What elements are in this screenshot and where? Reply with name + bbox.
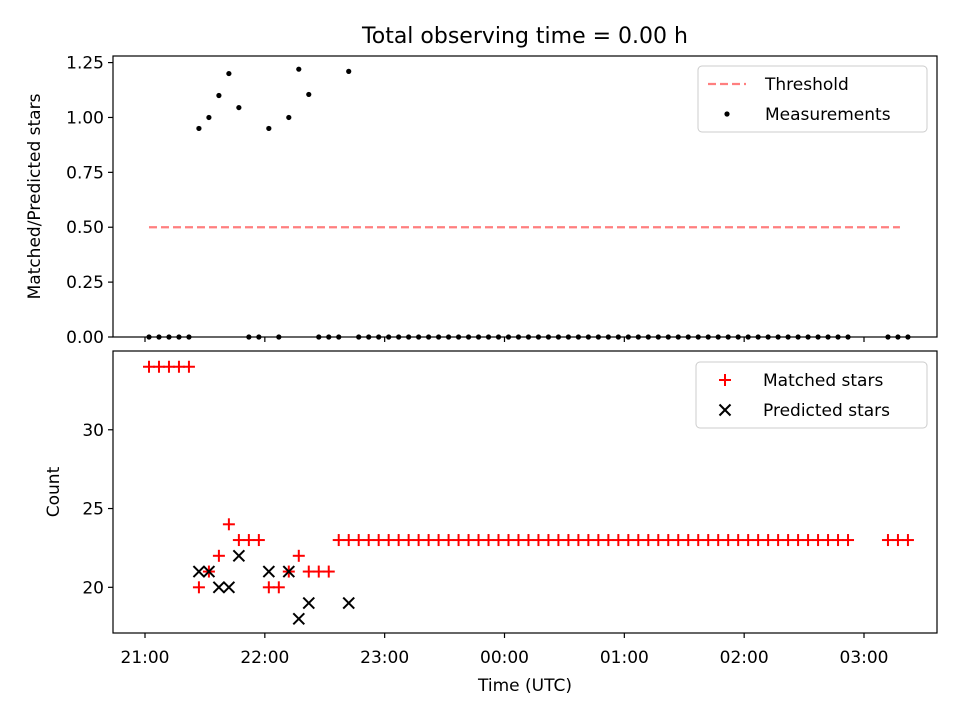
y-tick-label: 20 [82, 578, 104, 598]
measurements-point [236, 104, 242, 111]
bottom-panel: 20 25 30 21:00 22:00 23:00 00:00 01:00 02:00 03:0… [44, 350, 938, 696]
legend-dot-marker [724, 111, 730, 117]
top-axes: 0.00 0.25 0.50 0.75 1.00 1.25 Matched/Predicte… [25, 54, 938, 348]
legend-box [695, 361, 928, 429]
y-tick-label: 0.25 [66, 273, 104, 293]
matched-stars-point [842, 534, 855, 547]
predicted-stars-point [282, 565, 296, 578]
matched-stars-point [252, 534, 265, 547]
matched-stars-point [272, 581, 285, 594]
predicted-stars-point [212, 581, 226, 594]
matched-stars-point [322, 565, 335, 578]
legend-x-marker [718, 403, 732, 417]
matched-stars-point [292, 549, 305, 562]
legend-box [697, 65, 928, 133]
legend-item: Measurements [724, 105, 891, 125]
x-axis-label: Time (UTC) [477, 676, 572, 696]
measurements-point [346, 68, 352, 74]
measurements-point [266, 125, 272, 132]
legend-label: Predicted stars [763, 401, 890, 421]
y-tick-label: 1.00 [66, 108, 104, 128]
bottom-legend: Matched stars Predicted stars [695, 361, 928, 429]
matched-stars-point [901, 534, 914, 547]
legend-label: Matched stars [763, 371, 883, 391]
y-axis-label: Count [44, 466, 64, 517]
matched-stars-point [182, 360, 195, 373]
legend-item: Threshold [708, 75, 849, 95]
x-tick-label: 02:00 [720, 648, 769, 668]
bottom-axes: 20 25 30 21:00 22:00 23:00 00:00 01:00 02:00 03:0… [44, 350, 938, 696]
predicted-stars-point [192, 565, 206, 578]
measurements-point [196, 125, 202, 132]
x-tick-label: 21:00 [121, 648, 170, 668]
matched-stars-point [212, 549, 225, 562]
predicted-stars-point [262, 565, 276, 578]
measurements-point [206, 114, 212, 121]
x-tick-label: 23:00 [360, 648, 409, 668]
legend-label: Threshold [764, 75, 849, 95]
top-panel: 0.00 0.25 0.50 0.75 1.00 1.25 Matched/Predicte… [25, 54, 938, 348]
measurements-point [306, 91, 312, 98]
y-tick-label: 0.00 [66, 328, 104, 348]
y-tick-label: 0.75 [66, 163, 104, 183]
predicted-stars-point [292, 612, 305, 626]
y-axis-label: Matched/Predicted stars [25, 93, 45, 299]
y-tick-label: 1.25 [66, 54, 104, 74]
predicted-stars-point [202, 565, 216, 578]
y-tick-label: 30 [82, 421, 104, 441]
axes-frame [112, 55, 938, 338]
legend-item: Predicted stars [718, 401, 890, 421]
figure-title: Total observing time = 0.00 h [361, 24, 688, 49]
x-tick-label: 03:00 [840, 648, 889, 668]
predicted-stars-point [342, 596, 355, 610]
matched-stars-point [192, 581, 205, 594]
measurements-point [226, 70, 232, 77]
legend-item: Matched stars [719, 371, 883, 391]
x-tick-label: 22:00 [240, 648, 289, 668]
matched-stars-point [222, 518, 235, 531]
y-tick-label: 0.50 [66, 218, 104, 238]
y-tick-label: 25 [82, 500, 104, 520]
measurements-point [296, 66, 302, 72]
axes-frame [112, 350, 938, 634]
bottom-plot-marks [142, 360, 914, 626]
predicted-stars-point [222, 581, 236, 594]
measurements-point [216, 92, 222, 99]
legend-label: Measurements [765, 105, 891, 125]
x-tick-label: 01:00 [600, 648, 649, 668]
x-tick-label: 00:00 [480, 648, 529, 668]
top-legend: Threshold Measurements [697, 65, 928, 133]
measurements-point [286, 114, 292, 121]
predicted-stars-point [302, 596, 315, 610]
predicted-stars-point [232, 549, 246, 563]
